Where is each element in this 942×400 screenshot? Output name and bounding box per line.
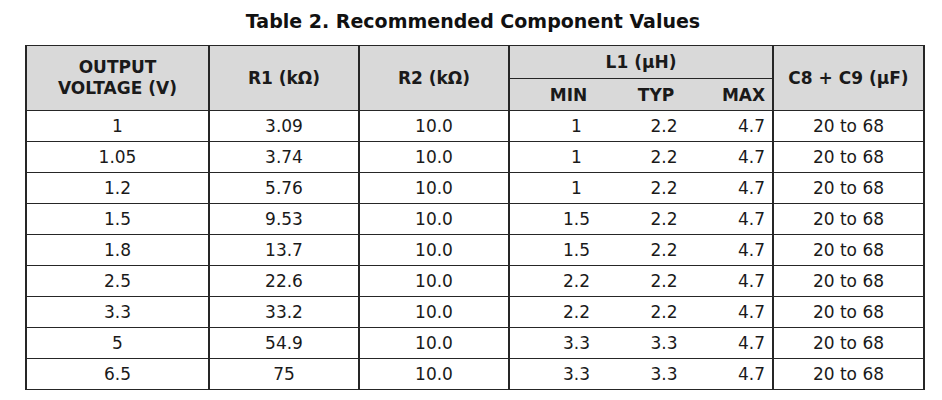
table-cell: 10.0	[359, 142, 509, 173]
table-cell: 2.2	[597, 235, 685, 266]
col-header-l1-typ: TYP	[597, 79, 685, 111]
table-cell: 3.74	[209, 142, 359, 173]
table-cell: 2.2	[509, 266, 597, 297]
col-header-l1-min: MIN	[509, 79, 597, 111]
table-cell: 3.3	[597, 359, 685, 390]
table-cell: 5	[26, 328, 209, 359]
table-header: OUTPUTVOLTAGE (V) R1 (kΩ) R2 (kΩ) L1 (µH…	[26, 46, 924, 111]
table-cell: 10.0	[359, 266, 509, 297]
table-cell: 20 to 68	[773, 204, 924, 235]
col-header-r2: R2 (kΩ)	[359, 46, 509, 111]
table-cell: 3.09	[209, 111, 359, 142]
table-cell: 10.0	[359, 328, 509, 359]
col-header-l1-group: L1 (µH)	[509, 46, 773, 79]
table-title: Table 2. Recommended Component Values	[25, 10, 921, 32]
table-cell: 9.53	[209, 204, 359, 235]
table-cell: 3.3	[26, 297, 209, 328]
table-cell: 1.5	[509, 204, 597, 235]
table-row: 1.25.7610.012.24.720 to 68	[26, 173, 924, 204]
table-cell: 3.3	[509, 359, 597, 390]
table-cell: 20 to 68	[773, 328, 924, 359]
table-body: 13.0910.012.24.720 to 681.053.7410.012.2…	[26, 111, 924, 390]
table-cell: 2.2	[509, 297, 597, 328]
table-cell: 3.3	[597, 328, 685, 359]
table-cell: 1	[26, 111, 209, 142]
table-cell: 4.7	[685, 173, 773, 204]
table-cell: 1.5	[509, 235, 597, 266]
table-cell: 6.5	[26, 359, 209, 390]
table-cell: 4.7	[685, 142, 773, 173]
table-row: 2.522.610.02.22.24.720 to 68	[26, 266, 924, 297]
table-cell: 10.0	[359, 297, 509, 328]
table-cell: 13.7	[209, 235, 359, 266]
table-cell: 20 to 68	[773, 142, 924, 173]
table-cell: 1.5	[26, 204, 209, 235]
table-row: 1.813.710.01.52.24.720 to 68	[26, 235, 924, 266]
table-row: 13.0910.012.24.720 to 68	[26, 111, 924, 142]
table-cell: 4.7	[685, 359, 773, 390]
table-cell: 10.0	[359, 235, 509, 266]
table-cell: 20 to 68	[773, 359, 924, 390]
table-cell: 5.76	[209, 173, 359, 204]
table-cell: 1.2	[26, 173, 209, 204]
table-cell: 4.7	[685, 204, 773, 235]
table-cell: 20 to 68	[773, 235, 924, 266]
col-header-output-voltage: OUTPUTVOLTAGE (V)	[26, 46, 209, 111]
table-cell: 4.7	[685, 235, 773, 266]
table-cell: 2.2	[597, 111, 685, 142]
table-row: 1.59.5310.01.52.24.720 to 68	[26, 204, 924, 235]
table-cell: 10.0	[359, 111, 509, 142]
table-cell: 2.2	[597, 266, 685, 297]
col-header-r1: R1 (kΩ)	[209, 46, 359, 111]
table-cell: 2.2	[597, 173, 685, 204]
table-cell: 22.6	[209, 266, 359, 297]
col-header-output-voltage-line1: OUTPUT	[79, 57, 157, 77]
table-cell: 10.0	[359, 173, 509, 204]
table-cell: 33.2	[209, 297, 359, 328]
table-cell: 4.7	[685, 111, 773, 142]
table-cell: 1	[509, 111, 597, 142]
table-cell: 10.0	[359, 204, 509, 235]
table-cell: 75	[209, 359, 359, 390]
table-cell: 4.7	[685, 266, 773, 297]
table-cell: 20 to 68	[773, 173, 924, 204]
table-cell: 1	[509, 173, 597, 204]
table-row: 3.333.210.02.22.24.720 to 68	[26, 297, 924, 328]
table-cell: 20 to 68	[773, 297, 924, 328]
col-header-l1-max: MAX	[685, 79, 773, 111]
table-cell: 4.7	[685, 328, 773, 359]
table-cell: 1	[509, 142, 597, 173]
table-cell: 4.7	[685, 297, 773, 328]
col-header-output-voltage-line2: VOLTAGE (V)	[58, 78, 177, 98]
table-cell: 2.2	[597, 142, 685, 173]
table-cell: 20 to 68	[773, 266, 924, 297]
table-cell: 2.5	[26, 266, 209, 297]
table-cell: 1.8	[26, 235, 209, 266]
component-values-table: OUTPUTVOLTAGE (V) R1 (kΩ) R2 (kΩ) L1 (µH…	[25, 45, 925, 390]
table-cell: 2.2	[597, 204, 685, 235]
table-cell: 54.9	[209, 328, 359, 359]
table-cell: 20 to 68	[773, 111, 924, 142]
table-cell: 3.3	[509, 328, 597, 359]
datasheet-page: Table 2. Recommended Component Values OU…	[0, 0, 942, 400]
table-cell: 1.05	[26, 142, 209, 173]
table-row: 554.910.03.33.34.720 to 68	[26, 328, 924, 359]
col-header-c8-c9: C8 + C9 (µF)	[773, 46, 924, 111]
table-row: 1.053.7410.012.24.720 to 68	[26, 142, 924, 173]
table-cell: 10.0	[359, 359, 509, 390]
table-row: 6.57510.03.33.34.720 to 68	[26, 359, 924, 390]
table-cell: 2.2	[597, 297, 685, 328]
